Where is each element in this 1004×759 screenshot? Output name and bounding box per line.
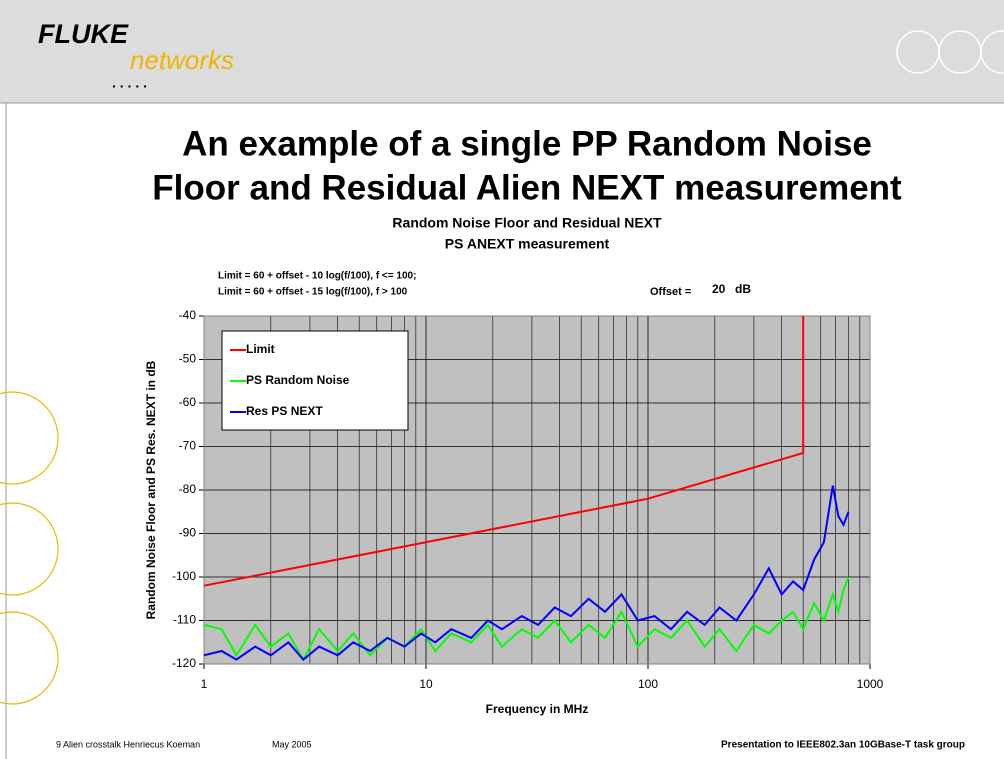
- y-tick-label: -110: [173, 613, 196, 627]
- logo-dots: . . . . .: [112, 75, 147, 91]
- x-tick-label: 10: [419, 677, 433, 691]
- logo-sub: networks: [130, 45, 234, 75]
- slide-title: An example of a single PP Random Noise: [182, 124, 872, 163]
- footer-left: 9 Alien crosstalk Henriecus Koeman: [56, 739, 200, 749]
- plot-frame: [203, 315, 871, 665]
- logo: FLUKE: [38, 19, 129, 49]
- footer-right: Presentation to IEEE802.3an 10GBase-T ta…: [721, 740, 965, 751]
- offset-value: 20: [712, 282, 726, 296]
- footer-date: May 2005: [272, 739, 312, 749]
- x-tick-label: 1: [201, 677, 208, 691]
- y-axis-label: Random Noise Floor and PS Res. NEXT in d…: [144, 360, 158, 619]
- annotation: Limit = 60 + offset - 10 log(f/100), f <…: [218, 271, 416, 282]
- x-tick-label: 1000: [857, 677, 884, 691]
- deco-circle: [0, 502, 59, 596]
- legend-label: Limit: [246, 342, 275, 356]
- deco-circle: [0, 391, 59, 485]
- y-tick-label: -70: [179, 439, 197, 453]
- series-line: [203, 485, 850, 661]
- y-tick-label: -50: [179, 352, 197, 366]
- x-axis-label: Frequency in MHz: [486, 702, 589, 716]
- y-tick-label: -40: [179, 308, 197, 322]
- deco-circle: [980, 30, 1004, 74]
- offset-unit: dB: [735, 282, 751, 296]
- plot: -40 -50 -60 -70 -80 -90 -100 -110 -120 1 10 100 1000…: [172, 308, 884, 691]
- x-tick-label: 100: [638, 677, 658, 691]
- offset-label: Offset =: [650, 286, 691, 298]
- y-tick-label: -100: [172, 569, 196, 583]
- series-line: [203, 576, 850, 662]
- legend-label: Res PS NEXT: [246, 404, 323, 418]
- banner: [0, 0, 1004, 103]
- chart-title: Random Noise Floor and Residual NEXT: [392, 215, 662, 231]
- annotation: Limit = 60 + offset - 15 log(f/100), f >…: [218, 287, 408, 298]
- legend: [221, 330, 409, 431]
- y-tick-label: -120: [172, 656, 196, 670]
- deco-circle: [0, 611, 59, 705]
- slide-title: Floor and Residual Alien NEXT measuremen…: [152, 168, 902, 207]
- legend-label: PS Random Noise: [246, 373, 350, 387]
- y-tick-label: -60: [179, 395, 197, 409]
- y-tick-label: -80: [179, 482, 197, 496]
- y-tick-label: -90: [179, 526, 197, 540]
- chart-title: PS ANEXT measurement: [445, 236, 610, 252]
- series-line: [203, 316, 805, 587]
